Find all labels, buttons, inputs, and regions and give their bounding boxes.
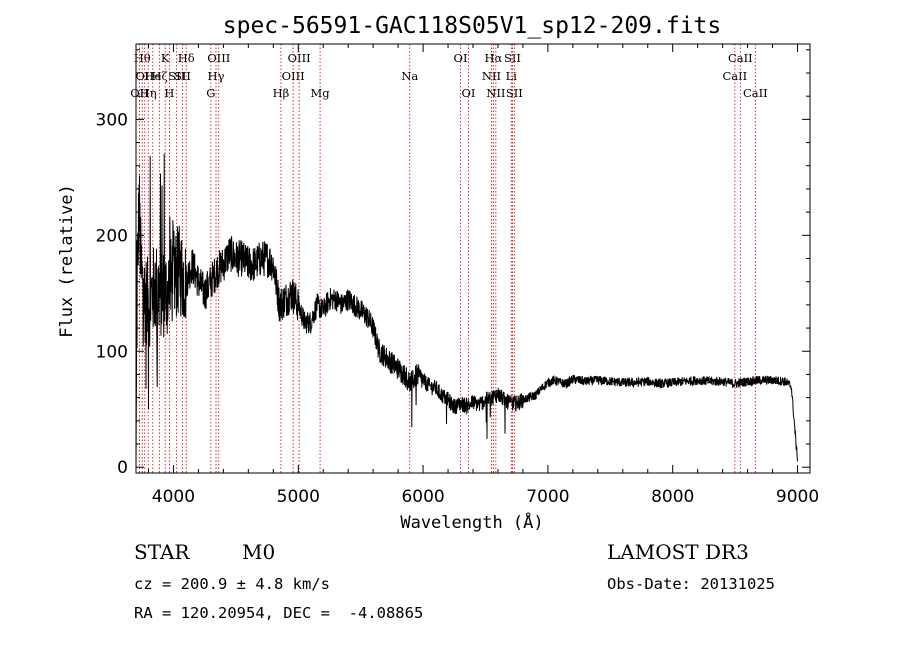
x-tick-label: 9000: [776, 487, 819, 507]
x-axis-label: Wavelength (Å): [400, 511, 543, 533]
object-subclass: M0: [242, 540, 276, 564]
spectral-line-label: Mg: [311, 86, 331, 100]
spectral-line-label: SII: [168, 69, 185, 83]
spectral-line-label: NII: [486, 86, 505, 100]
spectral-line-label: OII: [135, 69, 154, 83]
plot-frame: [135, 43, 811, 474]
spectral-line-label: OIII: [288, 51, 311, 65]
x-tick-label: 7000: [526, 487, 569, 507]
spectral-line-label: OI: [454, 51, 468, 65]
y-tick-label: 100: [96, 342, 128, 362]
spectral-line-label: Hβ: [273, 86, 290, 100]
flux-series-line: [135, 153, 798, 462]
x-tick-label: 8000: [651, 487, 694, 507]
spectral-line-label: Li: [506, 69, 518, 83]
y-tick-label: 0: [117, 458, 128, 478]
spectral-line-label: CaII: [728, 51, 753, 65]
spectral-line-label: He: [144, 69, 161, 83]
redshift-velocity: cz = 200.9 ± 4.8 km/s: [134, 575, 330, 593]
spectral-line-label: OII: [130, 86, 149, 100]
spectral-line-label: NII: [482, 69, 501, 83]
spectral-line-label: G: [206, 86, 215, 100]
object-class: STAR: [134, 540, 190, 564]
spectral-line-label: Hδ: [178, 51, 195, 65]
spectral-line-label: SII: [506, 86, 523, 100]
y-tick-label: 200: [96, 226, 128, 246]
spectral-line-label: Hα: [484, 51, 502, 65]
spectral-line-label: CaII: [722, 69, 747, 83]
x-tick-label: 4000: [152, 487, 195, 507]
spectral-line-label: K: [161, 51, 170, 65]
spectral-line-label: OIII: [282, 69, 305, 83]
observation-date: Obs-Date: 20131025: [607, 575, 775, 593]
spectral-line-label: Na: [401, 69, 418, 83]
x-tick-label: 6000: [401, 487, 444, 507]
spectral-line-label: OI: [462, 86, 476, 100]
spectral-line-label: SII: [504, 51, 521, 65]
spectral-line-label: Hζ: [151, 69, 167, 83]
spectral-line-label: Hγ: [208, 69, 225, 83]
y-tick-label: 300: [96, 110, 128, 130]
spectral-line-label: H: [164, 86, 174, 100]
chart-title: spec-56591-GAC118S05V1_sp12-209.fits: [223, 13, 722, 39]
survey-label: LAMOST DR3: [607, 540, 749, 564]
spectral-line-label: Hη: [140, 86, 157, 100]
axis-ticks: 4000 5000 6000 7000 8000 9000 0 100 200 300: [96, 44, 819, 507]
spectral-line-label: OIII: [207, 51, 230, 65]
spectral-line-label: CaII: [743, 86, 768, 100]
y-axis-label: Flux (relative): [57, 184, 77, 338]
spectral-line-label: Hθ: [134, 51, 151, 65]
spectral-line-label: SII: [174, 69, 191, 83]
coordinates: RA = 120.20954, DEC = -4.08865: [134, 604, 424, 622]
x-tick-label: 5000: [277, 487, 320, 507]
